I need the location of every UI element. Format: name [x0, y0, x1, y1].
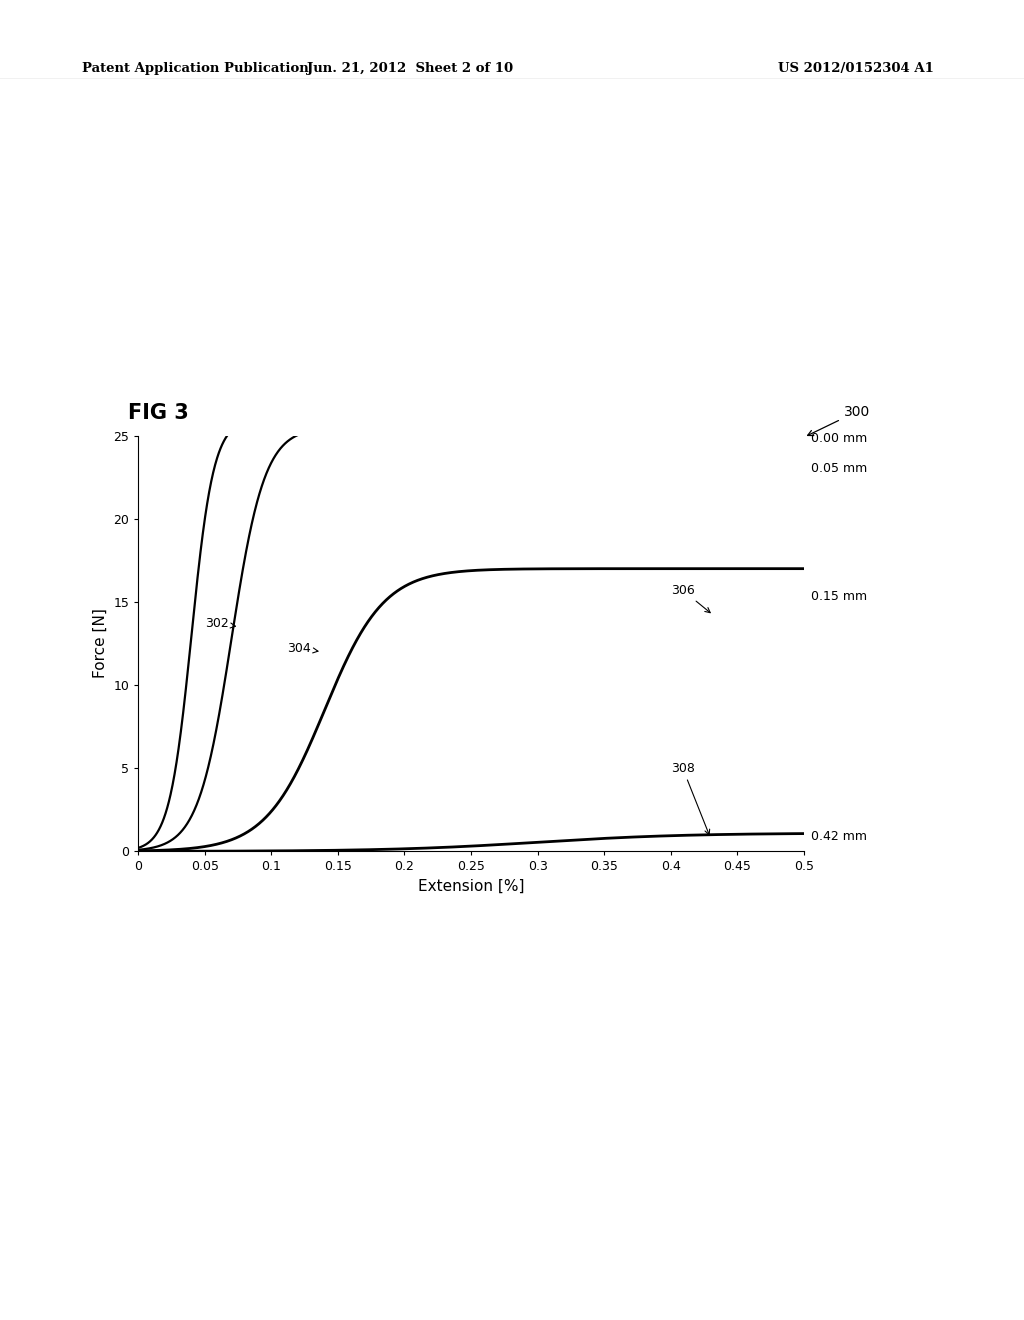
Text: 308: 308 [671, 762, 710, 834]
Text: US 2012/0152304 A1: US 2012/0152304 A1 [778, 62, 934, 75]
Text: 0.15 mm: 0.15 mm [811, 590, 867, 603]
Y-axis label: Force [N]: Force [N] [93, 609, 108, 678]
Text: Patent Application Publication: Patent Application Publication [82, 62, 308, 75]
Text: 0.05 mm: 0.05 mm [811, 462, 867, 475]
Text: 304: 304 [288, 642, 318, 655]
X-axis label: Extension [%]: Extension [%] [418, 879, 524, 894]
Text: FIG 3: FIG 3 [128, 403, 188, 422]
Text: Jun. 21, 2012  Sheet 2 of 10: Jun. 21, 2012 Sheet 2 of 10 [306, 62, 513, 75]
Text: 0.42 mm: 0.42 mm [811, 830, 866, 843]
Text: 306: 306 [671, 583, 711, 612]
Text: 300: 300 [808, 405, 870, 436]
Text: 0.00 mm: 0.00 mm [811, 433, 867, 445]
Text: 302: 302 [205, 616, 236, 630]
